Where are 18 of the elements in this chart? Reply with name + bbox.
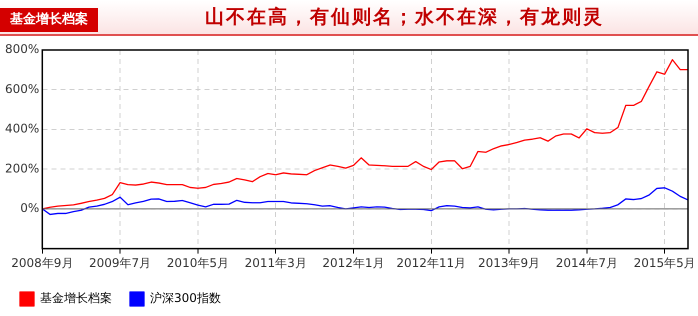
chart-subtitle: 山不在高，有仙则名；水不在深，有龙则灵 <box>205 5 604 30</box>
x-tick-label: 2012年1月 <box>322 256 385 270</box>
x-tick-label: 2012年11月 <box>396 256 466 270</box>
x-tick-label: 2015年5月 <box>634 256 696 270</box>
y-tick-label: 200% <box>4 161 40 176</box>
legend-label: 沪深300指数 <box>150 291 221 306</box>
y-tick-label: 800% <box>4 42 40 56</box>
chart-title: 基金增长档案 <box>0 8 98 32</box>
y-tick-label: 400% <box>4 122 40 136</box>
legend-label: 基金增长档案 <box>40 291 112 306</box>
y-tick-label: 0% <box>20 201 40 216</box>
x-tick-label: 2013年9月 <box>478 256 540 270</box>
x-tick-label: 2014年7月 <box>556 256 618 270</box>
x-tick-label: 2009年7月 <box>89 256 152 270</box>
x-tick-label: 2008年9月 <box>11 256 74 270</box>
y-tick-label: 600% <box>4 82 40 96</box>
x-tick-label: 2011年3月 <box>244 256 307 270</box>
x-tick-label: 2010年5月 <box>166 256 229 270</box>
